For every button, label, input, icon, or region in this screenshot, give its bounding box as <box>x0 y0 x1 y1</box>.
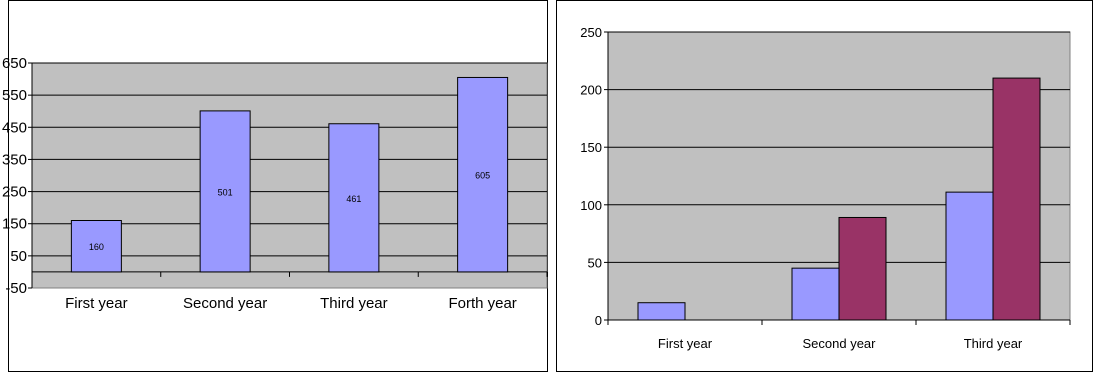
y-tick-label: 200 <box>580 83 602 98</box>
bar-first-year-series-1 <box>637 302 686 321</box>
y-tick-label: 350 <box>2 151 27 168</box>
bar-first-year-series-1 <box>70 220 122 273</box>
x-tick-label: Second year <box>183 295 267 312</box>
x-tick-label: First year <box>658 336 713 351</box>
y-tick-label: 100 <box>580 198 602 213</box>
bar-second-year-series-2 <box>838 216 887 321</box>
x-tick-label: Second year <box>803 336 877 351</box>
data-label: 501 <box>218 187 233 197</box>
y-tick-label: 250 <box>580 25 602 40</box>
y-tick-label: 150 <box>2 216 27 233</box>
y-tick-label: 50 <box>10 248 27 265</box>
y-tick-label: 650 <box>2 55 27 72</box>
data-label: 461 <box>346 194 361 204</box>
chart-1: -50 50 150 250 350 450 550 650 160 First year 501 S… <box>2 55 548 312</box>
chart-2: 0 50 100 150 200 250 First year Second year Thir… <box>580 25 1071 351</box>
bar-third-year-series-1 <box>945 191 994 321</box>
y-tick-label: 0 <box>595 313 602 328</box>
bar-forth-year-series-1 <box>457 76 509 273</box>
bar-third-year-series-2 <box>992 77 1041 321</box>
y-tick-label: 250 <box>2 184 27 201</box>
x-tick-label: Third year <box>964 336 1023 351</box>
x-tick-label: First year <box>65 295 128 312</box>
bar-second-year-series-1 <box>791 267 840 321</box>
bar-second-year-series-1 <box>199 110 251 273</box>
y-tick-label: 450 <box>2 119 27 136</box>
data-label: 160 <box>89 242 104 252</box>
y-tick-label: 50 <box>588 255 602 270</box>
y-tick-label: 550 <box>2 87 27 104</box>
x-tick-label: Third year <box>320 295 388 312</box>
data-label: 605 <box>475 171 490 181</box>
y-tick-label: 150 <box>580 140 602 155</box>
x-tick-label: Forth year <box>448 295 516 312</box>
bar-third-year-series-1 <box>328 123 380 273</box>
y-tick-label: -50 <box>5 280 27 297</box>
